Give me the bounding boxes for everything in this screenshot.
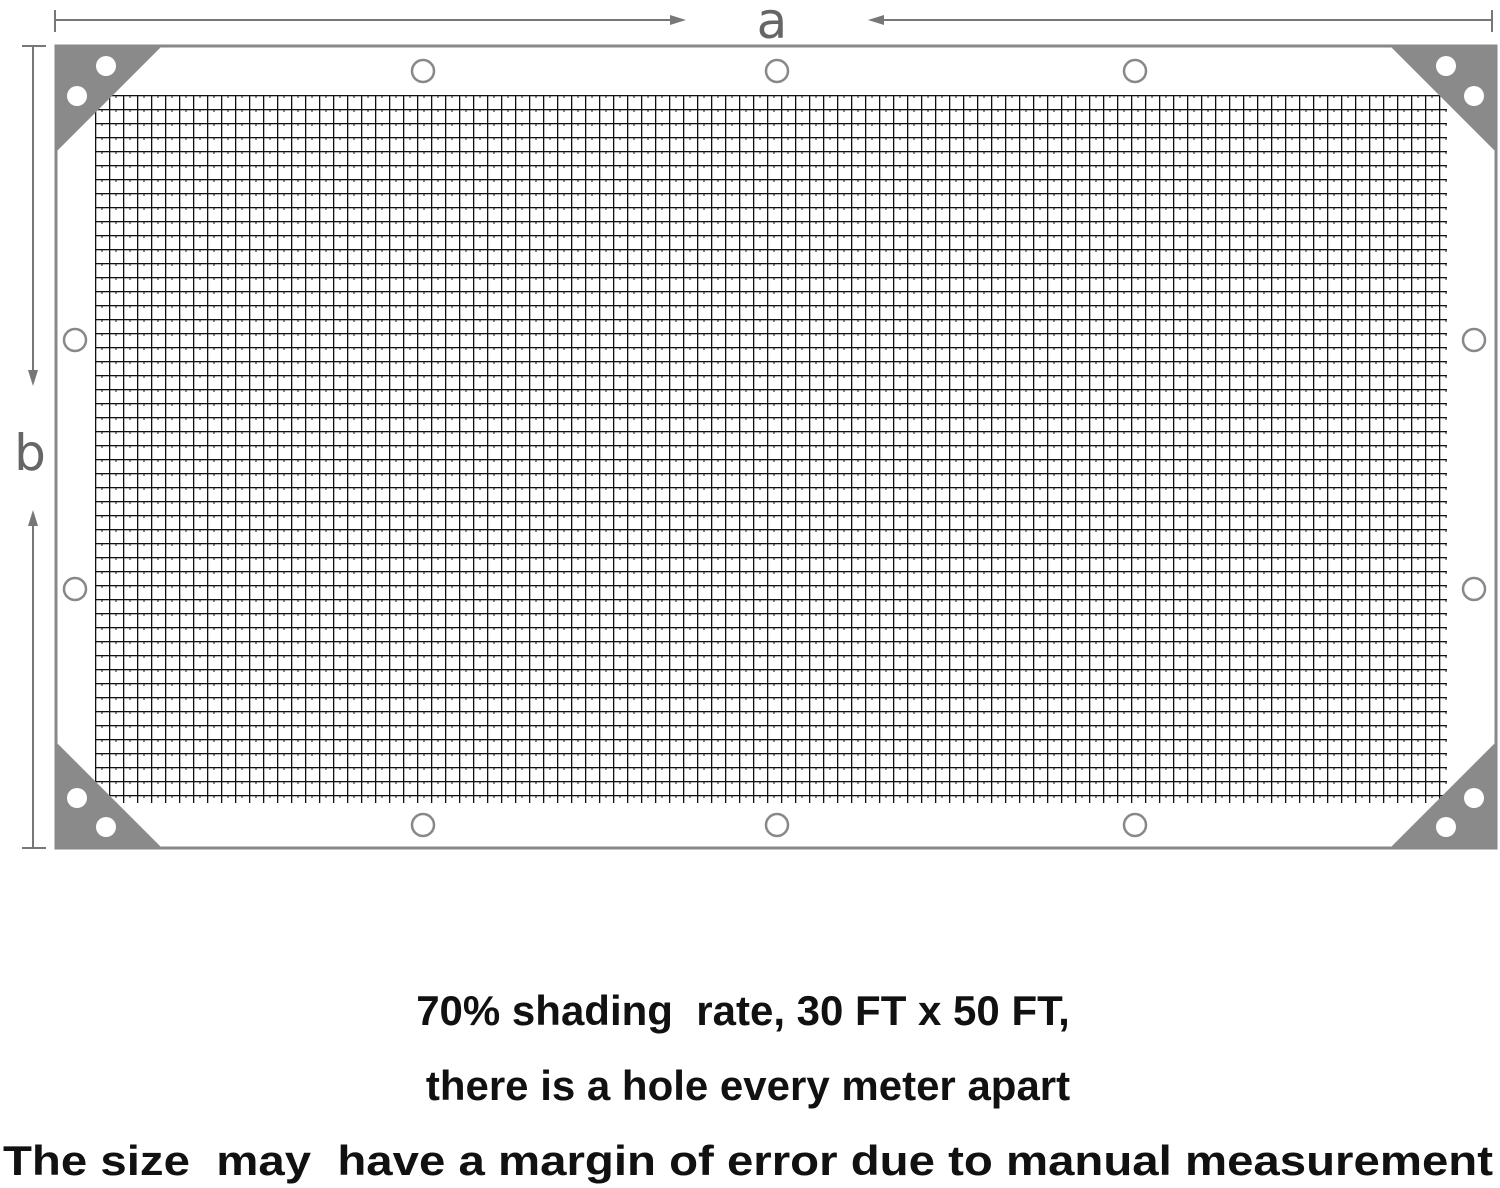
corner-reinforcements bbox=[56, 46, 1496, 848]
grommets bbox=[62, 58, 1487, 838]
corner-holes bbox=[67, 56, 1484, 837]
mesh bbox=[95, 95, 1447, 803]
caption-line: The size may have a margin of error due … bbox=[3, 1137, 1493, 1184]
caption-line: there is a hole every meter apart bbox=[426, 1062, 1070, 1109]
caption-line: 70% shading rate, 30 FT x 50 FT, bbox=[416, 987, 1070, 1034]
dimension-lines bbox=[22, 10, 1493, 849]
width-label: a bbox=[757, 0, 788, 50]
height-label: b bbox=[14, 424, 46, 482]
